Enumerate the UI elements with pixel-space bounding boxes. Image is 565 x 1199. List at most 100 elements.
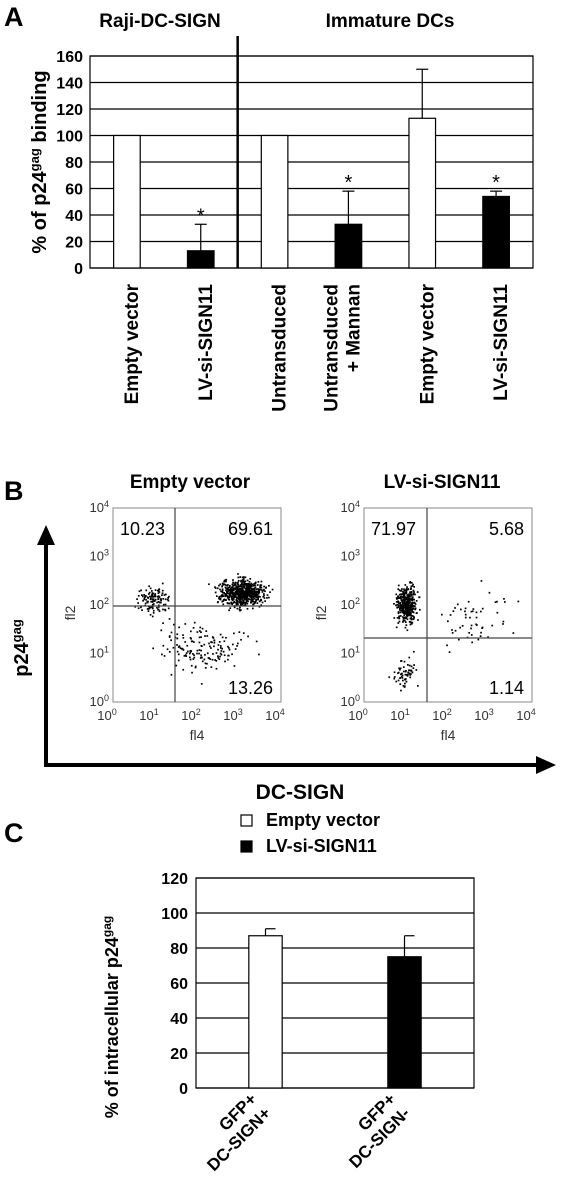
event-dot bbox=[262, 589, 264, 592]
event-dot bbox=[407, 608, 410, 610]
event-dot bbox=[194, 666, 197, 669]
event-dot bbox=[252, 584, 255, 587]
event-dot bbox=[402, 592, 405, 594]
event-dot bbox=[239, 606, 241, 609]
event-dot bbox=[410, 669, 413, 672]
event-dot bbox=[151, 607, 154, 610]
event-dot bbox=[236, 589, 238, 591]
y-tick-label: 80 bbox=[65, 155, 83, 172]
event-dot bbox=[403, 612, 406, 614]
event-dot bbox=[182, 634, 184, 636]
event-dot bbox=[148, 607, 151, 610]
event-dot bbox=[258, 588, 260, 590]
event-dot bbox=[182, 668, 185, 671]
event-dot bbox=[210, 647, 212, 649]
event-dot bbox=[403, 670, 405, 673]
event-dot bbox=[231, 592, 233, 595]
event-dot bbox=[200, 683, 203, 685]
y-tick-label: 120 bbox=[161, 871, 188, 888]
event-dot bbox=[404, 673, 407, 676]
event-dot bbox=[410, 605, 412, 608]
significance-marker: * bbox=[197, 205, 205, 227]
event-dot bbox=[496, 611, 499, 614]
event-dot bbox=[179, 647, 182, 649]
event-dot bbox=[458, 638, 460, 641]
event-dot bbox=[218, 596, 221, 599]
event-dot bbox=[223, 640, 226, 643]
event-dot bbox=[234, 594, 237, 597]
event-dot bbox=[263, 593, 265, 595]
event-dot bbox=[410, 617, 413, 620]
event-dot bbox=[219, 652, 222, 655]
event-dot bbox=[401, 601, 404, 604]
event-dot bbox=[167, 607, 170, 610]
event-dot bbox=[200, 644, 203, 647]
event-dot bbox=[249, 587, 251, 590]
event-dot bbox=[404, 598, 407, 601]
event-dot bbox=[253, 587, 255, 590]
event-dot bbox=[214, 659, 216, 661]
event-dot bbox=[143, 598, 145, 601]
event-dot bbox=[193, 656, 196, 659]
x-tick-label-line: + Mannan bbox=[343, 284, 364, 372]
y-tick-label: 20 bbox=[65, 235, 83, 252]
event-dot bbox=[239, 603, 242, 605]
x-tick-label: LV-si-SIGN11 bbox=[196, 284, 217, 401]
event-dot bbox=[196, 652, 198, 655]
event-dot bbox=[238, 608, 241, 611]
event-dot bbox=[410, 585, 413, 588]
event-dot bbox=[151, 606, 154, 608]
event-dot bbox=[240, 589, 242, 592]
event-dot bbox=[244, 591, 246, 593]
event-dot bbox=[412, 605, 415, 607]
event-dot bbox=[240, 638, 242, 641]
event-dot bbox=[407, 611, 410, 613]
event-dot bbox=[220, 590, 222, 593]
x-tick-label-line: Empty vector bbox=[417, 283, 438, 404]
event-dot bbox=[400, 597, 402, 600]
event-dot bbox=[177, 659, 180, 662]
event-dot bbox=[242, 590, 244, 592]
event-dot bbox=[408, 597, 411, 599]
event-dot bbox=[246, 585, 248, 587]
event-dot bbox=[259, 588, 262, 591]
event-dot bbox=[401, 600, 403, 602]
event-dot bbox=[206, 652, 209, 655]
x-tick-label-line: LV-si-SIGN11 bbox=[196, 284, 217, 401]
event-dot bbox=[402, 685, 405, 687]
event-dot bbox=[416, 591, 419, 593]
event-dot bbox=[263, 588, 265, 591]
event-dot bbox=[198, 636, 201, 639]
event-dot bbox=[264, 600, 266, 602]
event-dot bbox=[404, 589, 407, 592]
event-dot bbox=[221, 591, 224, 593]
x-tick-label-line: LV-si-SIGN11 bbox=[491, 284, 512, 401]
event-dot bbox=[232, 581, 234, 584]
y-tick-label: 100 bbox=[56, 129, 83, 146]
event-dot bbox=[410, 590, 413, 593]
event-dot bbox=[143, 594, 145, 596]
event-dot bbox=[403, 593, 406, 595]
event-dot bbox=[232, 595, 235, 597]
event-dot bbox=[245, 590, 248, 593]
event-dot bbox=[451, 632, 454, 634]
event-dot bbox=[402, 616, 404, 618]
event-dot bbox=[494, 601, 497, 603]
event-dot bbox=[408, 669, 411, 672]
event-dot bbox=[152, 612, 155, 614]
event-dot bbox=[173, 623, 175, 626]
event-dot bbox=[229, 586, 231, 589]
event-dot bbox=[240, 604, 243, 607]
event-dot bbox=[409, 676, 412, 679]
event-dot bbox=[230, 587, 233, 589]
event-dot bbox=[403, 660, 406, 663]
event-dot bbox=[246, 583, 249, 585]
event-dot bbox=[461, 625, 464, 627]
panel-a-y-axis-label: % of p24gag binding bbox=[27, 70, 52, 253]
quadrant-upper-left-value: 10.23 bbox=[120, 519, 165, 539]
event-dot bbox=[251, 595, 253, 598]
event-dot bbox=[243, 598, 246, 601]
event-dot bbox=[258, 589, 260, 592]
event-dot bbox=[414, 608, 417, 611]
event-dot bbox=[411, 604, 413, 606]
